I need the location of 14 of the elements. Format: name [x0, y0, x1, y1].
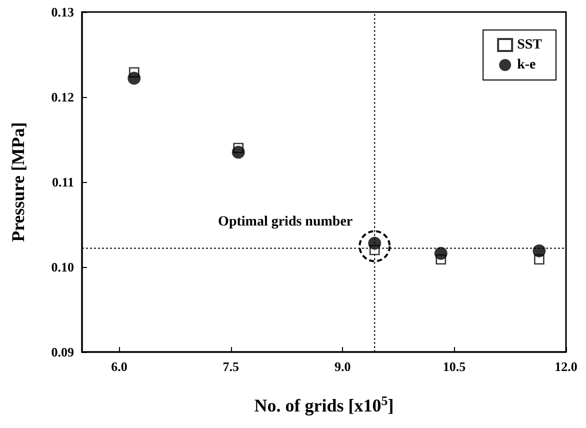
x-tick-label: 6.0 [111, 359, 128, 374]
y-tick-label: 0.13 [51, 4, 74, 20]
x-tick-label: 12.0 [554, 359, 578, 374]
annotation: Optimal grids number [218, 214, 353, 230]
y-axis-title: Pressure [MPa] [8, 122, 28, 242]
legend-label: k-e [517, 58, 536, 72]
y-tick-label: 0.11 [52, 174, 74, 190]
x-tick-label: 9.0 [334, 359, 351, 374]
y-tick-label: 0.10 [51, 260, 74, 274]
legend-label: SST [517, 38, 543, 52]
y-tick-label: 0.12 [51, 90, 74, 104]
x-tick-label: 10.5 [442, 359, 466, 374]
x-tick-label: 7.5 [222, 359, 240, 374]
y-tick-label: 0.09 [51, 344, 74, 360]
